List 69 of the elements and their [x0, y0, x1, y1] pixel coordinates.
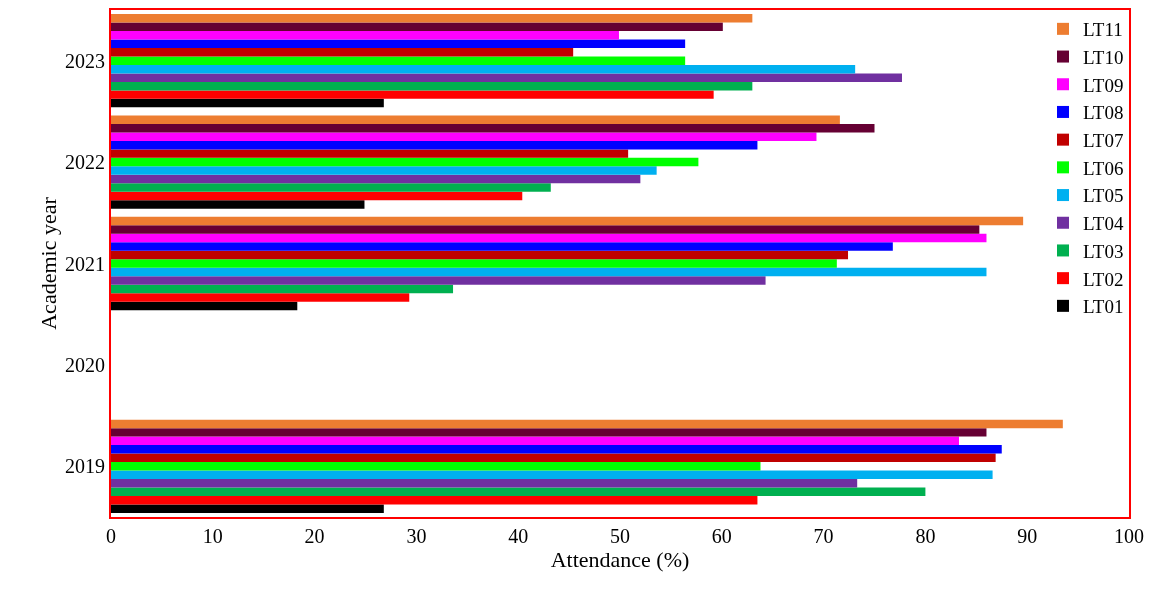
bar	[111, 132, 817, 141]
bar	[111, 453, 996, 463]
bar	[111, 284, 454, 294]
legend-label: LT06	[1083, 157, 1124, 179]
bar	[111, 200, 365, 209]
x-tick-label: 0	[106, 525, 116, 547]
bar	[111, 445, 1002, 454]
x-tick-label: 50	[610, 525, 630, 547]
bar	[111, 31, 619, 40]
bar	[111, 123, 875, 133]
y-tick-label: 2021	[65, 252, 105, 275]
bar	[111, 301, 298, 311]
bar	[111, 183, 551, 192]
legend-label: LT04	[1083, 213, 1124, 235]
bar	[111, 157, 699, 167]
bar	[111, 14, 753, 23]
bar	[111, 259, 837, 268]
bar	[111, 250, 849, 260]
bar	[111, 267, 987, 277]
bar	[111, 39, 686, 48]
bar	[111, 81, 753, 91]
legend-label: LT10	[1083, 46, 1124, 68]
bar	[111, 225, 980, 234]
bar	[111, 419, 1063, 429]
bar	[111, 470, 993, 480]
y-tick-label: 2023	[65, 49, 105, 72]
x-tick-label: 10	[202, 525, 223, 547]
bar	[111, 140, 758, 150]
y-tick-label: 2020	[65, 353, 105, 376]
x-tick-label: 40	[508, 525, 529, 547]
bar	[111, 56, 686, 65]
bar	[111, 64, 856, 74]
x-tick-label: 80	[915, 525, 936, 547]
x-tick-label: 70	[813, 525, 834, 547]
bar	[111, 22, 723, 32]
bar	[111, 98, 384, 108]
x-tick-label: 20	[304, 525, 325, 547]
legend-label: LT05	[1083, 185, 1124, 207]
bar	[111, 487, 926, 496]
bar	[111, 428, 987, 437]
legend-label: LT11	[1083, 19, 1123, 41]
x-tick-label: 100	[1114, 525, 1144, 547]
bar	[111, 174, 641, 184]
legend-label: LT07	[1083, 130, 1124, 152]
bar	[111, 115, 840, 124]
x-axis-title: Attendance (%)	[550, 547, 690, 572]
bar	[111, 166, 657, 175]
bar	[111, 73, 902, 82]
bar	[111, 242, 893, 251]
bar	[111, 462, 761, 471]
x-tick-label: 30	[406, 525, 427, 547]
x-tick-label: 90	[1017, 525, 1038, 547]
legend-label: LT03	[1083, 240, 1124, 262]
bar	[111, 149, 629, 158]
bar	[111, 479, 858, 488]
y-tick-label: 2019	[65, 455, 105, 478]
legend-label: LT08	[1083, 102, 1124, 124]
y-tick-label: 2022	[65, 151, 105, 174]
bar	[111, 216, 1024, 226]
y-axis-title: Academic year	[36, 196, 61, 330]
legend-label: LT09	[1083, 74, 1124, 96]
bar	[111, 276, 766, 285]
bar	[111, 436, 959, 446]
bar	[111, 504, 384, 513]
bar	[111, 47, 574, 57]
legend-label: LT01	[1083, 296, 1124, 318]
bar	[111, 233, 987, 243]
legend-label: LT02	[1083, 268, 1124, 290]
x-tick-label: 60	[711, 525, 732, 547]
